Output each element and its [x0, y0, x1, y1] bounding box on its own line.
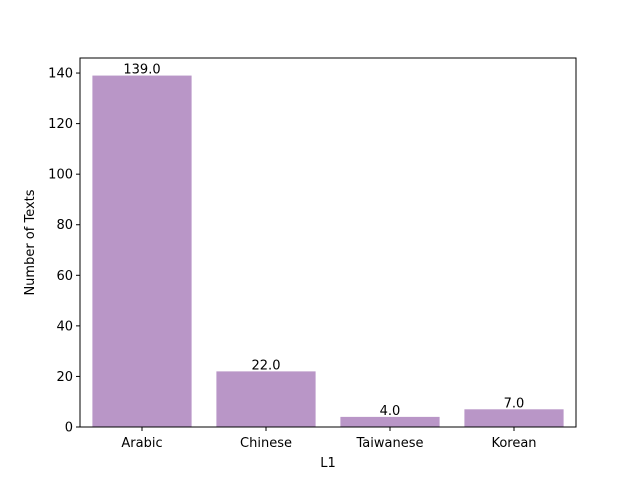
bars-group — [92, 75, 564, 428]
data-labels-group: 139.0 22.0 4.0 7.0 — [123, 63, 524, 419]
x-axis: Arabic Chinese Taiwanese Korean — [121, 427, 537, 451]
data-label-chinese: 22.0 — [252, 358, 281, 373]
y-tick-label: 120 — [48, 117, 73, 132]
y-tick-label: 0 — [65, 421, 73, 436]
data-label-korean: 7.0 — [504, 396, 525, 411]
x-tick-label: Arabic — [121, 436, 162, 451]
data-label-arabic: 139.0 — [123, 63, 160, 78]
bar-korean — [464, 409, 564, 427]
x-tick-label: Korean — [491, 436, 536, 451]
y-axis: 0 20 40 60 80 100 120 140 — [48, 67, 80, 436]
y-tick-label: 40 — [56, 319, 73, 334]
y-tick-label: 80 — [56, 218, 73, 233]
bar-taiwanese — [340, 416, 440, 427]
y-tick-label: 20 — [56, 370, 73, 385]
x-axis-label: L1 — [320, 456, 336, 471]
y-tick-label: 60 — [56, 269, 73, 284]
y-axis-label: Number of Texts — [23, 189, 38, 295]
x-tick-label: Taiwanese — [356, 436, 424, 451]
data-label-taiwanese: 4.0 — [380, 404, 401, 419]
bar-chinese — [216, 371, 316, 427]
y-tick-label: 100 — [48, 168, 73, 183]
plot-frame — [79, 57, 577, 428]
y-tick-label: 140 — [48, 67, 73, 82]
x-tick-label: Chinese — [240, 436, 292, 451]
bar-arabic — [92, 75, 192, 428]
